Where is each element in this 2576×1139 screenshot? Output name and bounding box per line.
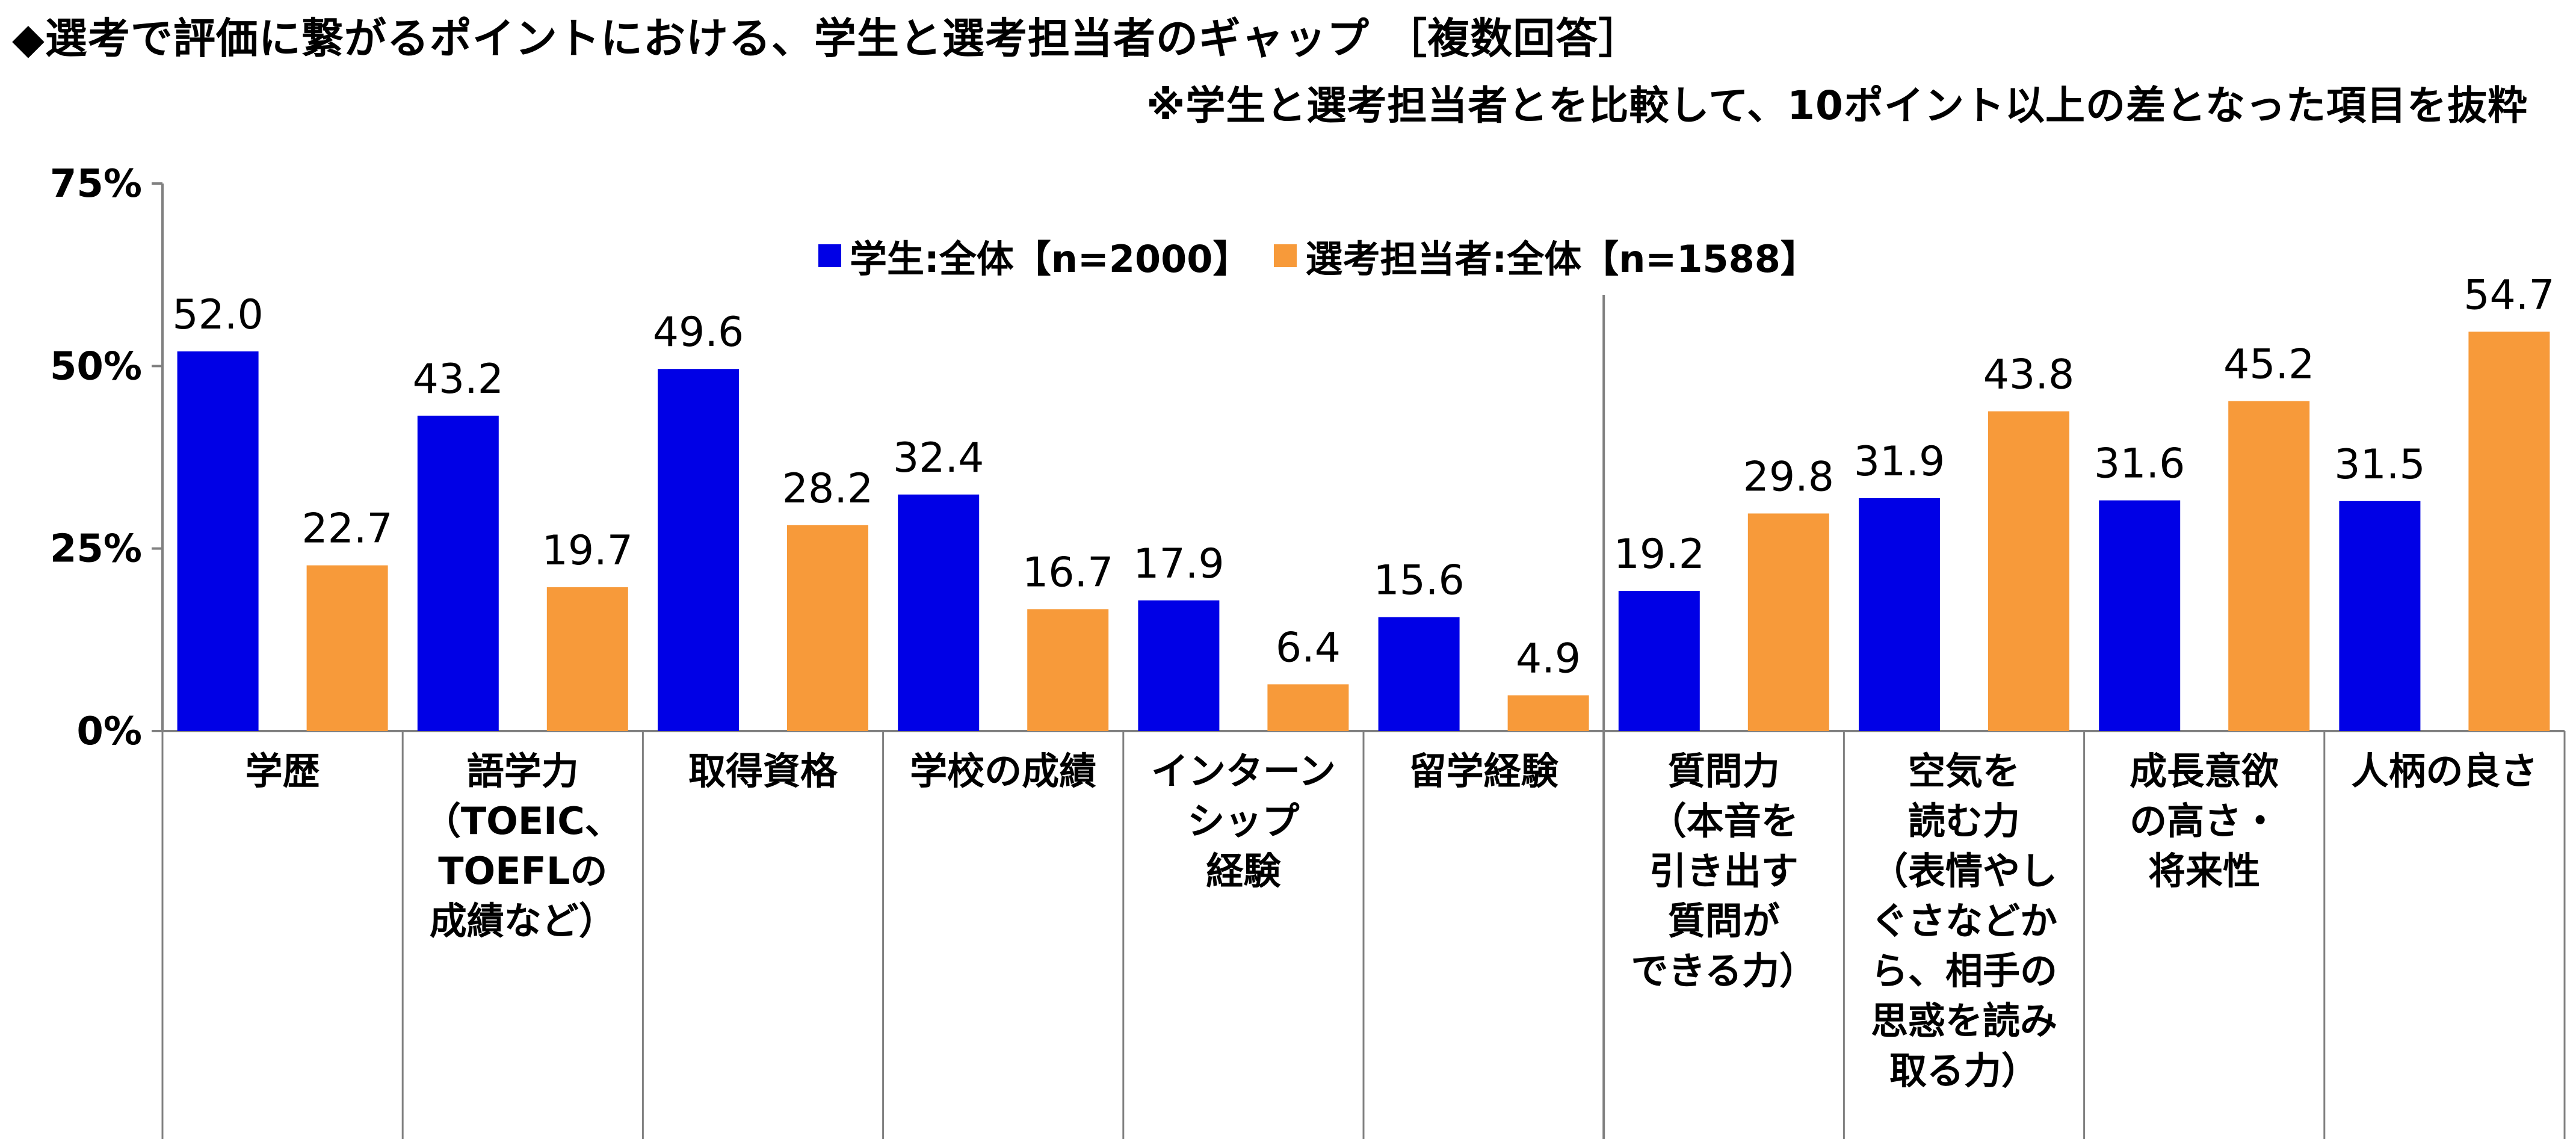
bar-recruiter	[1267, 684, 1349, 731]
category-label-line: 語学力	[466, 749, 579, 793]
value-label-student: 31.9	[1854, 438, 1945, 486]
bar-recruiter	[787, 525, 868, 731]
category-label-line: 成長意欲	[2130, 749, 2279, 793]
category-label: 空気を読む力 （表情やしぐさなどから、相手の思惑を読み取る力）	[1844, 746, 2084, 1096]
category-label: インターンシップ経験	[1123, 746, 1364, 896]
category-label-line: 留学経験	[1409, 749, 1558, 793]
category-label: 成長意欲の高さ・将来性	[2084, 746, 2324, 896]
y-tick-label: 50%	[50, 344, 142, 389]
legend-item-student: 学生:全体【n=2000】	[818, 229, 1250, 283]
value-label-recruiter: 19.7	[542, 527, 633, 575]
bar-student	[658, 369, 739, 731]
category-label-line: 成績など）	[429, 899, 616, 943]
chart-title: ◆選考で評価に繋がるポイントにおける、学生と選考担当者のギャップ ［複数回答］	[12, 14, 1642, 63]
legend-label-recruiter: 選考担当者:全体【n=1588】	[1305, 237, 1818, 281]
bar-recruiter	[1027, 609, 1109, 731]
category-label-line: の高さ・	[2130, 799, 2279, 843]
category-label: 学歴	[162, 746, 403, 796]
y-tick-label: 75%	[50, 162, 142, 206]
category-label-line: 取得資格	[688, 749, 838, 793]
bar-recruiter	[2468, 332, 2550, 731]
category-label-line: 空気を	[1907, 749, 2020, 793]
bar-student	[1859, 498, 1940, 731]
legend-swatch-student	[818, 244, 841, 267]
legend-swatch-recruiter	[1274, 244, 1297, 267]
chart-subtitle: ※学生と選考担当者とを比較して、10ポイント以上の差となった項目を抜粋	[1146, 82, 2528, 129]
value-label-recruiter: 43.8	[1983, 351, 2074, 399]
category-label: 学校の成績	[883, 746, 1123, 796]
value-label-recruiter: 45.2	[2223, 341, 2314, 389]
value-label-student: 52.0	[172, 291, 263, 339]
value-label-recruiter: 16.7	[1022, 549, 1113, 596]
legend: 学生:全体【n=2000】 選考担当者:全体【n=1588】	[818, 229, 1842, 283]
category-label-line: TOEFLの	[438, 849, 608, 893]
category-label-line: 質問が	[1667, 899, 1780, 943]
category-label: 質問力 （本音を引き出す質問ができる力）	[1604, 746, 1844, 996]
category-label-line: 質問力	[1667, 749, 1780, 793]
value-label-student: 17.9	[1133, 540, 1224, 588]
category-label-line: ぐさなどか	[1870, 899, 2057, 943]
value-label-student: 32.4	[893, 434, 984, 482]
value-label-recruiter: 54.7	[2463, 271, 2554, 319]
value-label-recruiter: 28.2	[782, 465, 873, 513]
value-label-student: 19.2	[1614, 531, 1705, 578]
bar-recruiter	[306, 565, 388, 731]
category-label-line: 経験	[1206, 849, 1281, 893]
bar-student	[1618, 591, 1700, 731]
category-label-line: ら、相手の	[1870, 949, 2057, 993]
bar-student	[2339, 501, 2421, 731]
category-label-line: 人柄の良さ	[2351, 749, 2538, 793]
category-label-line: 将来性	[2148, 849, 2261, 893]
bar-student	[417, 415, 499, 731]
bar-student	[1138, 600, 1220, 731]
category-label-line: 思惑を読み	[1870, 999, 2057, 1043]
category-label-line: 読む力	[1907, 799, 2020, 843]
y-tick-label: 0%	[76, 709, 142, 754]
legend-label-student: 学生:全体【n=2000】	[850, 237, 1250, 281]
bar-recruiter	[1747, 513, 1829, 731]
legend-item-recruiter: 選考担当者:全体【n=1588】	[1274, 229, 1818, 283]
category-label: 取得資格	[643, 746, 883, 796]
value-label-student: 49.6	[653, 309, 744, 356]
bar-student	[898, 494, 980, 731]
bar-recruiter	[2228, 401, 2310, 731]
category-label-line: （TOEIC、	[423, 799, 622, 843]
category-label-line: （本音を	[1649, 799, 1799, 843]
bar-recruiter	[546, 587, 628, 731]
category-label-line: 学歴	[245, 749, 320, 793]
value-label-student: 31.6	[2094, 440, 2185, 488]
category-label-line: 引き出す	[1649, 849, 1799, 893]
bar-recruiter	[1988, 411, 2069, 731]
value-label-student: 43.2	[413, 356, 504, 403]
bar-student	[1378, 617, 1460, 731]
category-label-line: 学校の成績	[910, 749, 1097, 793]
category-label: 人柄の良さ	[2324, 746, 2565, 796]
y-tick-label: 25%	[50, 527, 142, 572]
value-label-student: 31.5	[2334, 441, 2425, 489]
value-label-recruiter: 4.9	[1516, 635, 1581, 683]
category-label-line: できる力）	[1631, 949, 1817, 993]
value-label-student: 15.6	[1373, 557, 1464, 605]
value-label-recruiter: 6.4	[1276, 624, 1341, 671]
value-label-recruiter: 22.7	[301, 505, 392, 553]
bar-student	[177, 351, 259, 731]
category-label: 語学力 （TOEIC、 TOEFLの 成績など）	[403, 746, 643, 946]
bar-recruiter	[1507, 695, 1589, 731]
category-label: 留学経験	[1364, 746, 1604, 796]
category-label-line: 取る力）	[1889, 1049, 2039, 1093]
value-label-recruiter: 29.8	[1743, 453, 1834, 501]
category-label-line: シップ	[1187, 799, 1300, 843]
bar-student	[2099, 500, 2181, 731]
category-label-line: （表情やし	[1870, 849, 2057, 893]
category-label-line: インターン	[1151, 749, 1336, 793]
